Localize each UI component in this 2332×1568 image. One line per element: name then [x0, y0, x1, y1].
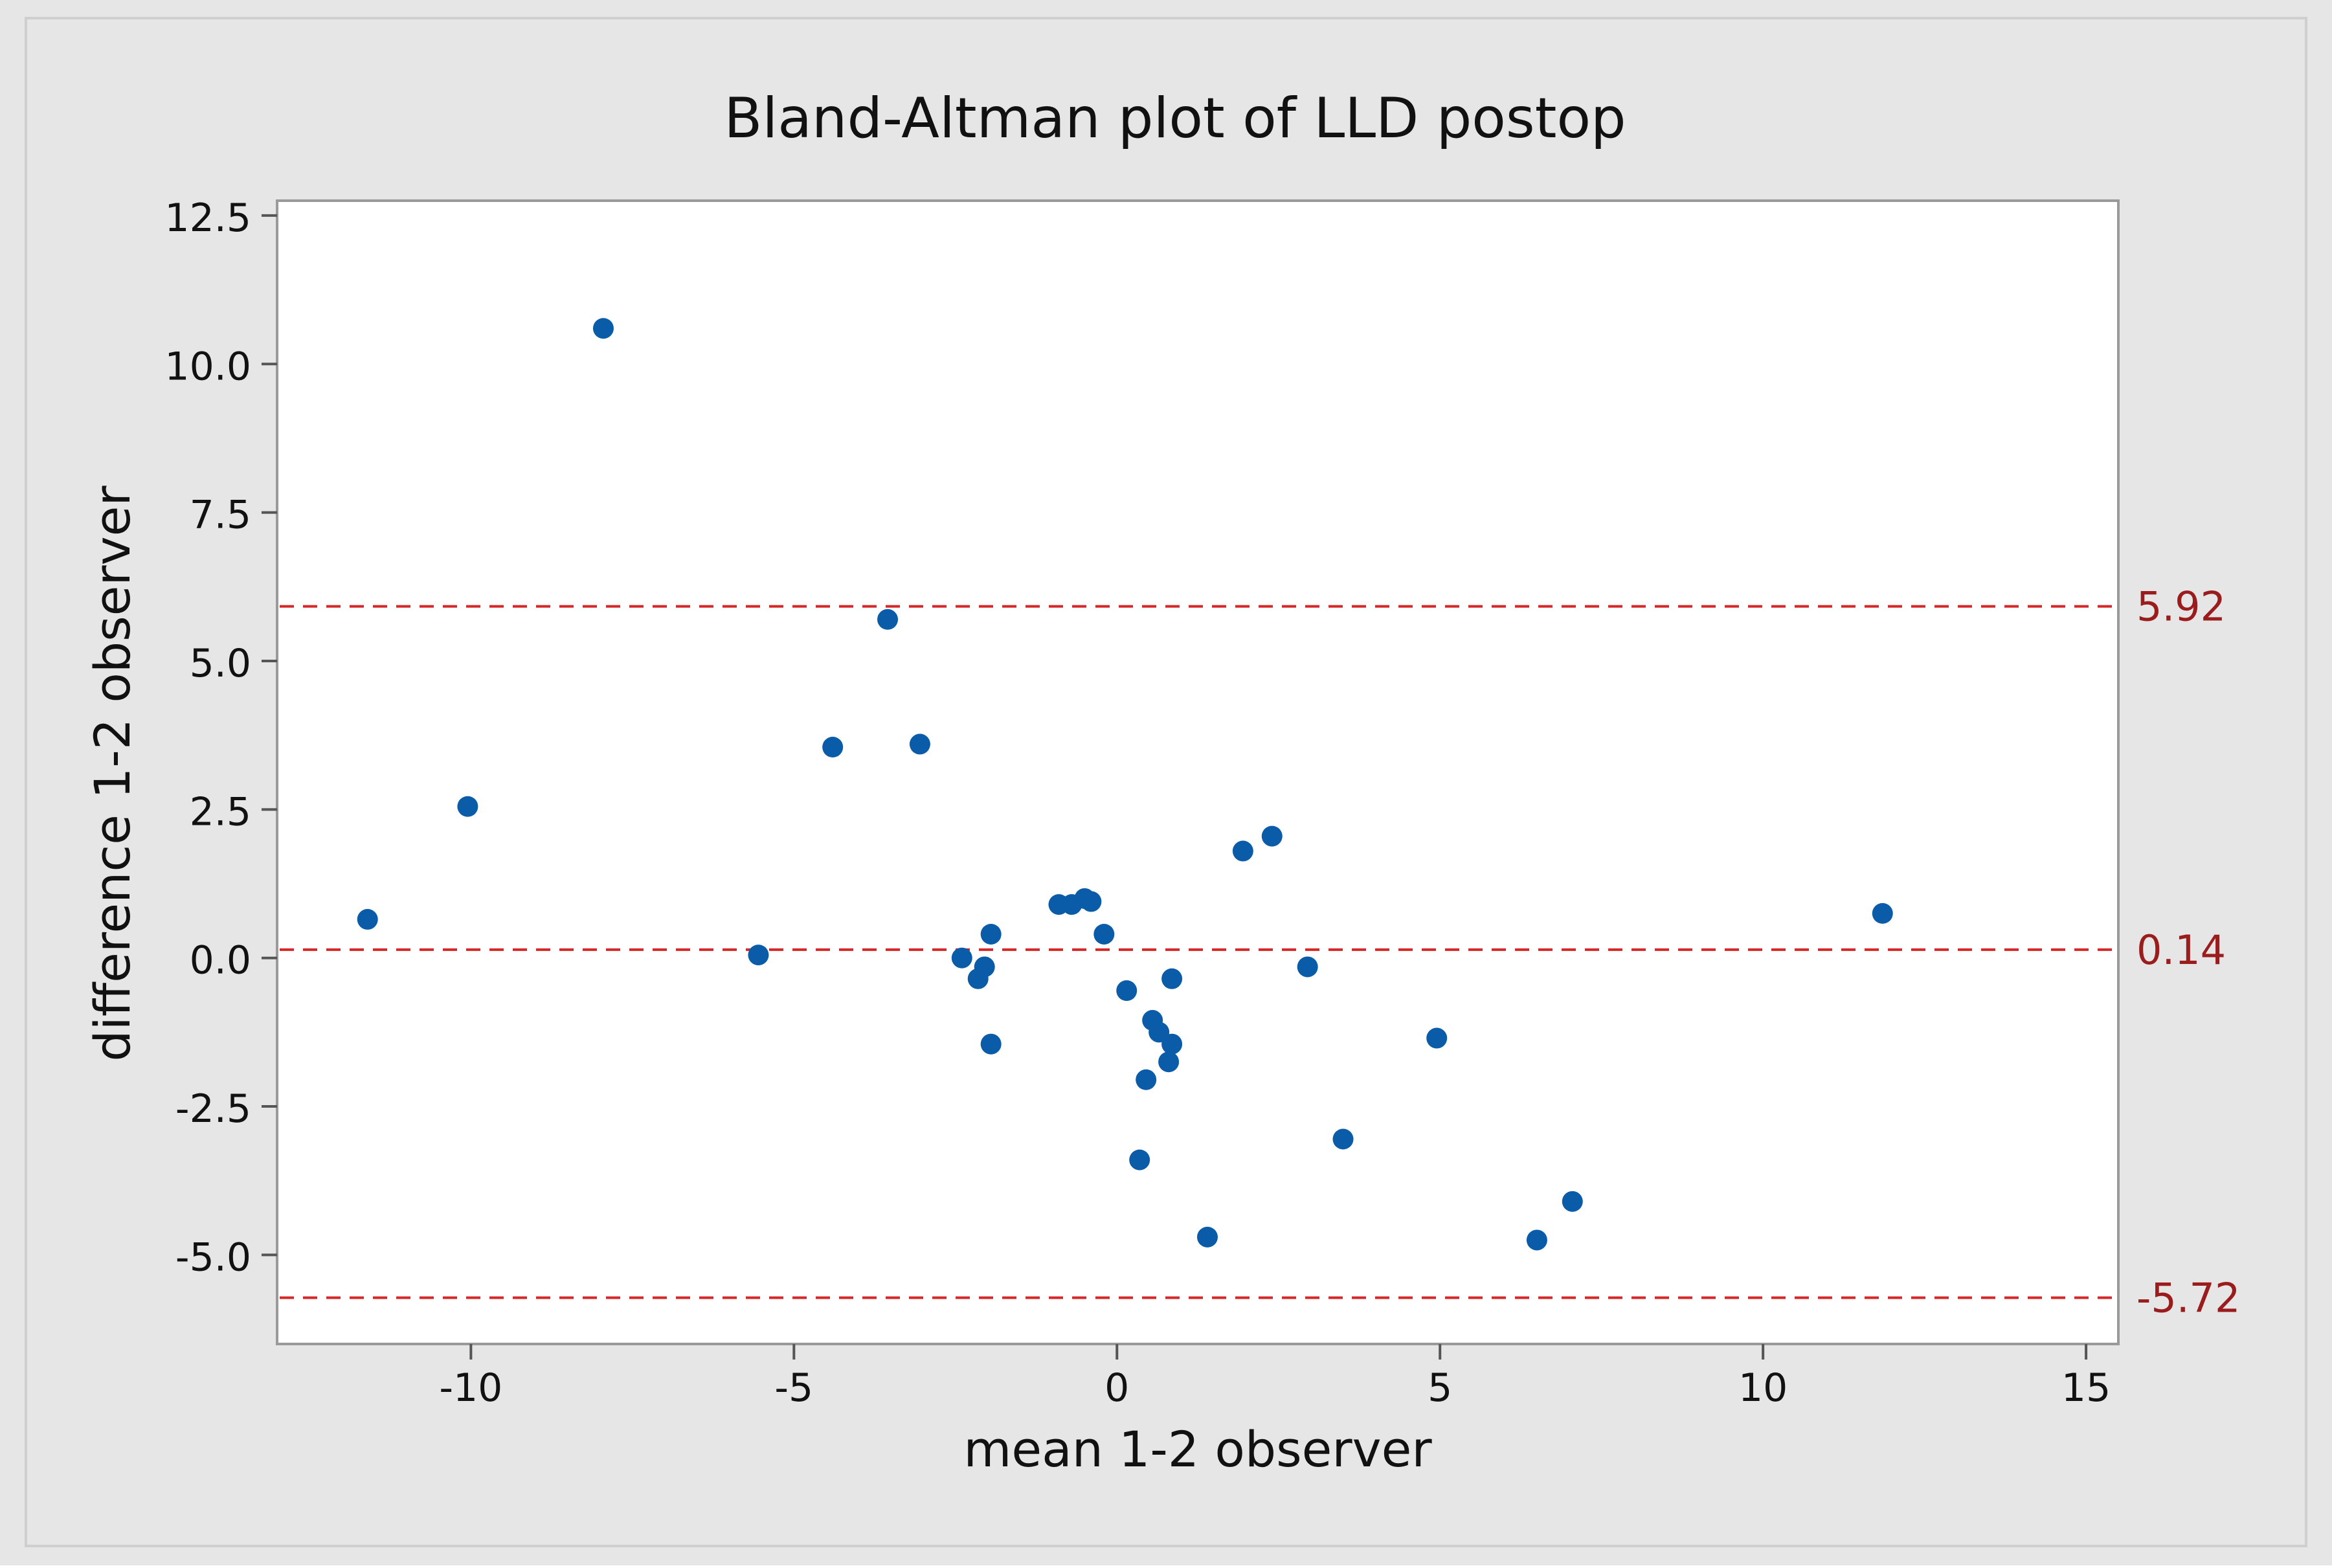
chart-title: Bland-Altman plot of LLD postop	[724, 86, 1626, 151]
y-tick-label: -2.5	[175, 1086, 251, 1132]
data-point	[980, 923, 1002, 945]
data-point	[1426, 1027, 1448, 1049]
y-axis: -5.0 -2.5 0.0 2.5 5.0 7.5 10.0 12.5	[164, 196, 277, 1280]
data-point	[1136, 1069, 1157, 1090]
x-axis-label: mean 1-2 observer	[963, 1420, 1432, 1478]
data-point	[980, 1033, 1002, 1055]
reference-lines: 5.92 0.14 -5.72	[280, 583, 2240, 1321]
data-point	[1562, 1191, 1583, 1212]
data-point	[457, 796, 478, 817]
data-point	[1526, 1229, 1547, 1251]
data-point	[1093, 923, 1115, 945]
data-point	[592, 318, 614, 339]
reference-line-label: 5.92	[2136, 583, 2226, 631]
data-point	[1261, 825, 1283, 847]
x-tick-label: 5	[1428, 1365, 1452, 1411]
data-points	[357, 318, 1893, 1251]
data-point	[1081, 891, 1102, 912]
y-tick-label: -5.0	[175, 1235, 251, 1280]
data-point	[748, 945, 769, 966]
data-point	[877, 609, 899, 630]
x-tick-label: 10	[1738, 1365, 1788, 1411]
data-point	[1161, 1033, 1183, 1055]
data-point	[1161, 968, 1183, 989]
plot-area	[276, 199, 2120, 1345]
x-tick-label: -10	[439, 1365, 502, 1411]
x-tick-label: 0	[1104, 1365, 1129, 1411]
data-point	[974, 956, 995, 978]
data-point	[357, 909, 378, 930]
y-tick-label: 10.0	[164, 344, 251, 389]
y-tick-label: 7.5	[190, 493, 251, 538]
data-point	[1196, 1226, 1218, 1248]
x-axis: -10 -5 0 5 10 15	[439, 1344, 2111, 1411]
y-tick-label: 2.5	[190, 789, 251, 834]
y-tick-label: 0.0	[190, 938, 251, 983]
reference-line-label: 0.14	[2136, 926, 2226, 974]
data-point	[1116, 980, 1138, 1002]
data-point	[1129, 1149, 1150, 1170]
data-point	[1332, 1128, 1354, 1150]
x-tick-label: -5	[774, 1365, 813, 1411]
data-point	[909, 734, 930, 755]
reference-line-label: -5.72	[2136, 1274, 2240, 1321]
data-point	[1872, 902, 1893, 924]
data-point	[1232, 840, 1253, 862]
y-axis-label: difference 1-2 observer	[84, 486, 141, 1062]
data-point	[951, 947, 972, 969]
x-tick-label: 15	[2061, 1365, 2111, 1411]
y-tick-label: 12.5	[164, 196, 251, 241]
data-point	[1158, 1051, 1180, 1073]
data-point	[822, 737, 844, 758]
data-point	[1297, 956, 1318, 978]
y-tick-label: 5.0	[190, 641, 251, 686]
chart-outer-frame	[25, 17, 2307, 1547]
